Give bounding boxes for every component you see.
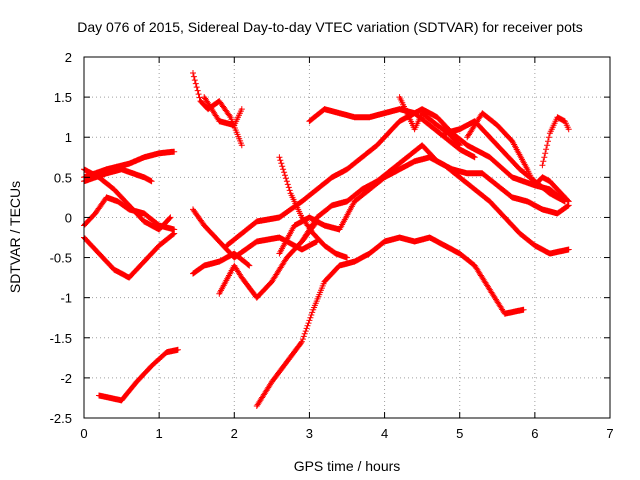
plus-markers [96, 346, 181, 404]
x-tick-label: 1 [156, 426, 163, 441]
series-trace-11 [216, 218, 320, 301]
y-tick-label: -2 [60, 371, 72, 386]
series-trace-08 [201, 94, 245, 129]
plus-markers [298, 142, 572, 245]
data-points [81, 70, 572, 409]
y-tick-label: -1 [60, 291, 72, 306]
y-tick-label: 0 [65, 210, 72, 225]
series-trace-16 [298, 142, 572, 245]
plus-markers [81, 230, 178, 281]
x-tick-label: 3 [306, 426, 313, 441]
x-tick-label: 5 [456, 426, 463, 441]
series-trace-09 [190, 250, 253, 277]
x-tick-label: 0 [80, 426, 87, 441]
plus-markers [253, 234, 527, 409]
chart-title: Day 076 of 2015, Sidereal Day-to-day VTE… [77, 19, 583, 35]
y-axis-label: SDTVAR / TECUs [7, 181, 23, 293]
y-tick-label: 1 [65, 130, 72, 145]
plus-markers [216, 218, 320, 301]
plus-markers [539, 114, 572, 169]
grid [84, 57, 610, 418]
x-tick-label: 4 [381, 426, 388, 441]
plot-frame [83, 56, 611, 419]
plus-markers [464, 110, 572, 205]
series-trace-20 [464, 110, 572, 205]
x-tick-label: 2 [231, 426, 238, 441]
y-tick-label: -2.5 [50, 411, 72, 426]
plus-markers [201, 94, 245, 129]
series-trace-07 [190, 70, 245, 149]
x-tick-label: 6 [531, 426, 538, 441]
plus-markers [190, 250, 253, 277]
series-trace-06 [96, 346, 181, 404]
series-trace-18 [396, 94, 463, 149]
series-trace-21 [539, 114, 572, 169]
y-tick-label: -1.5 [50, 331, 72, 346]
y-tick-label: 1.5 [54, 90, 72, 105]
series-trace-10 [190, 206, 320, 261]
y-tick-label: 0.5 [54, 170, 72, 185]
y-tick-label: 2 [65, 50, 72, 65]
plus-markers [190, 70, 245, 149]
series-trace-13 [253, 234, 527, 409]
series-trace-03 [81, 230, 178, 281]
axis-ticks: 0 1 2 3 4 5 6 7 -2.5 -2 -1.5 -1 -0.5 0 0.5 1 1.5 2 [50, 50, 614, 441]
x-axis-label: GPS time / hours [294, 458, 401, 474]
plus-markers [190, 206, 320, 261]
y-tick-label: -0.5 [50, 251, 72, 266]
plus-markers [396, 94, 463, 149]
x-tick-label: 7 [606, 426, 613, 441]
